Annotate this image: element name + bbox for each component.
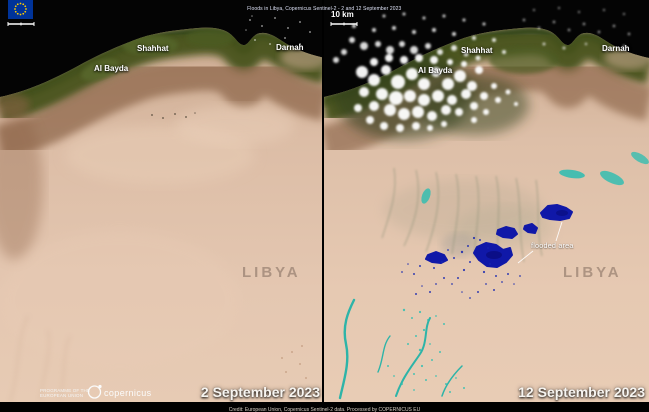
place-label-al-bayda-left: Al Bayda — [94, 64, 129, 73]
eu-programme-line2: EUROPEAN UNION — [40, 393, 84, 398]
date-label-before: 2 September 2023 — [200, 384, 320, 400]
scale-label-right: 10 km — [331, 10, 354, 19]
place-label-shahhat-left: Shahhat — [137, 44, 169, 53]
place-label-darnah-left: Darnah — [276, 43, 304, 52]
credit-text: Credit: European Union, Copernicus Senti… — [228, 407, 421, 412]
satellite-panel-after — [324, 0, 649, 402]
eu-programme-line1: PROGRAMME OF THE — [40, 388, 91, 393]
satellite-panel-before — [0, 0, 322, 402]
country-watermark-right: LIBYA — [563, 264, 622, 281]
sea-cloud-specks — [245, 15, 311, 45]
country-watermark-left: LIBYA — [242, 264, 301, 281]
eu-flag-icon — [8, 0, 33, 19]
date-label-after: 12 September 2023 — [518, 384, 645, 400]
flood-water — [338, 151, 649, 400]
scale-bar-left — [7, 22, 35, 26]
copernicus-logo-icon — [87, 384, 102, 399]
scale-bar-right — [330, 22, 358, 26]
credit-bar: Credit: European Union, Copernicus Senti… — [0, 402, 649, 412]
eu-programme-text: PROGRAMME OF THE EUROPEAN UNION — [40, 388, 90, 398]
flooded-area-leader-lines — [517, 221, 563, 264]
desert-detail — [0, 105, 311, 402]
copernicus-logo-text: copernicus — [104, 388, 152, 398]
place-label-darnah-right: Darnah — [602, 44, 630, 53]
image-title: Floods in Libya, Copernicus Sentinel-2 -… — [247, 6, 402, 12]
flooded-area-annotation: flooded area — [531, 242, 574, 250]
cloud-cover — [333, 7, 631, 132]
place-label-shahhat-right: Shahhat — [461, 46, 493, 55]
place-label-al-bayda-right: Al Bayda — [418, 66, 453, 75]
image-title-bar: Floods in Libya, Copernicus Sentinel-2 -… — [0, 1, 649, 19]
